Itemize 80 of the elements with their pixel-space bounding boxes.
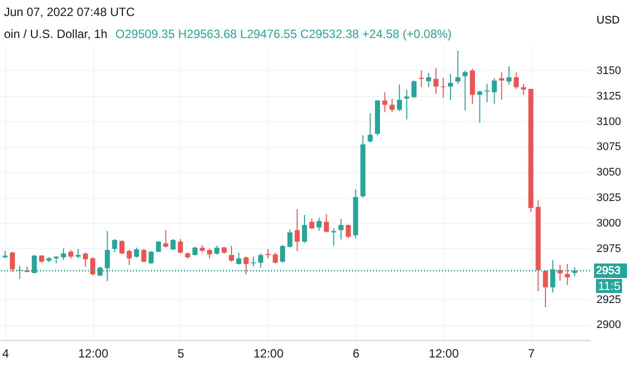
y-tick-label: 3050	[596, 166, 621, 179]
candlestick	[462, 70, 468, 112]
candlestick	[368, 112, 373, 144]
text: 11:5	[596, 278, 622, 293]
candlestick	[418, 70, 424, 88]
candlestick	[564, 264, 570, 286]
candlestick	[82, 252, 88, 268]
x-tick-label: 7	[528, 346, 536, 360]
candlestick	[90, 256, 96, 276]
candlestick	[141, 248, 146, 263]
text: Jun 07, 2022 07:48 UTC	[4, 5, 135, 19]
candlestick	[412, 80, 417, 98]
y-tick-label: 3075	[596, 141, 621, 154]
candlestick	[119, 240, 124, 256]
y-axis-title: USD	[596, 14, 620, 26]
candlestick	[558, 264, 563, 282]
candlestick	[404, 89, 410, 120]
y-tick-label: 3125	[596, 90, 621, 102]
candlestick	[521, 83, 526, 96]
x-tick-label: 5	[178, 346, 185, 360]
candlestick	[244, 256, 249, 275]
candlestick	[433, 68, 438, 94]
candlestick	[492, 78, 497, 104]
candlestick	[316, 217, 322, 232]
ref-line-label: 2953	[596, 264, 620, 277]
candlestick	[163, 230, 168, 248]
x-tick-label: 6	[352, 346, 360, 360]
candlestick	[228, 246, 234, 262]
candlestick	[287, 228, 292, 248]
candlestick	[484, 83, 490, 103]
candlestick	[396, 84, 402, 112]
candlestick	[170, 238, 176, 250]
x-tick-label: 12:00	[428, 346, 460, 360]
candlestick	[258, 252, 264, 268]
candlestick	[455, 50, 460, 84]
candlestick	[156, 240, 161, 254]
candlestick	[477, 90, 482, 124]
candlestick	[134, 247, 140, 258]
candlestick	[250, 256, 256, 268]
y-tick-label: 3000	[596, 218, 621, 230]
candlestick	[550, 260, 556, 294]
candlestick	[390, 98, 395, 113]
candlestick	[61, 248, 66, 260]
candlestick	[207, 248, 212, 259]
candlestick	[506, 66, 512, 86]
candlestick	[294, 208, 300, 252]
y-tick-label: 2925	[596, 294, 621, 306]
candlestick	[302, 214, 307, 244]
candlestick	[309, 218, 314, 230]
x-tick-label: 12:00	[253, 346, 284, 360]
candlestick	[10, 251, 15, 272]
x-tick-label: 4	[2, 346, 10, 360]
candlestick	[338, 218, 344, 240]
candlestick	[112, 238, 118, 253]
y-tick-label: 3025	[596, 192, 621, 204]
candlestick	[426, 72, 432, 88]
candlestick	[104, 230, 110, 282]
candlestick	[448, 73, 454, 100]
candlestick	[346, 224, 351, 239]
candlestick	[331, 228, 336, 246]
candlestick	[324, 214, 329, 233]
candlestick	[178, 238, 183, 254]
candlestick	[32, 254, 37, 274]
y-tick-label: 3150	[596, 64, 621, 77]
y-tick-label: 3100	[596, 116, 621, 128]
candlestick	[542, 270, 548, 308]
chart-title: oin / U.S. Dollar, 1h	[4, 27, 108, 41]
y-tick-label: 2900	[596, 319, 621, 332]
candlestick	[514, 72, 519, 90]
y-tick-label: 2975	[596, 242, 621, 255]
candlestick	[126, 249, 132, 266]
candlestick	[148, 250, 154, 264]
candlestick	[280, 244, 286, 264]
candlestick	[272, 252, 278, 264]
candlestick	[236, 252, 242, 266]
x-tick-label: 12:00	[78, 346, 109, 360]
text: O29509.35 H29563.68 L29476.55 C29532.38 +24.58 (+0.08%)	[115, 27, 452, 41]
candlestick	[265, 248, 270, 259]
candlestick	[382, 92, 388, 113]
candlestick	[98, 266, 103, 276]
